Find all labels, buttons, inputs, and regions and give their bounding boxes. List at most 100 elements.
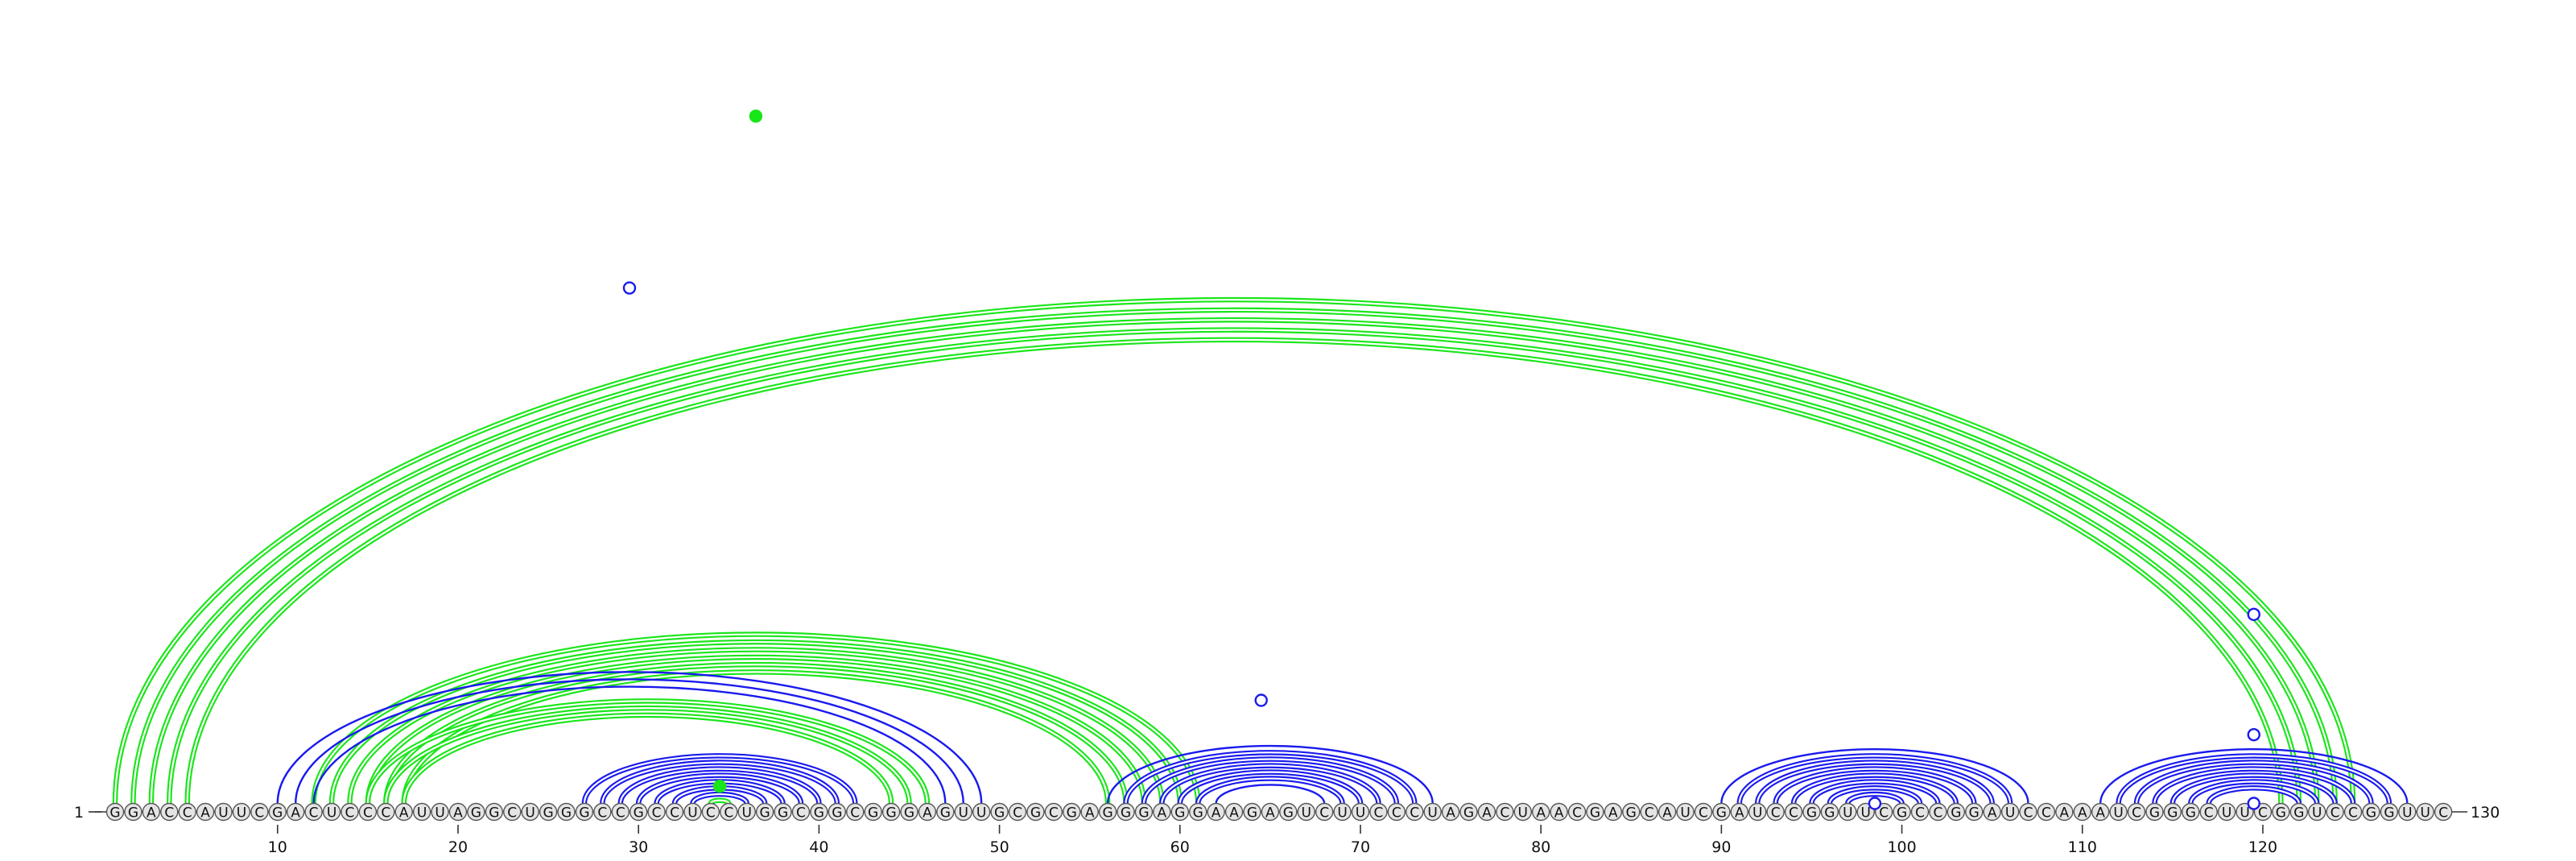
marker-7 <box>2247 797 2260 810</box>
nucleotide-circle <box>178 802 196 822</box>
nucleotide-circle <box>2199 802 2218 822</box>
arc-pair-gap-27-42 <box>583 755 857 804</box>
nucleotide-61: G <box>1188 802 1208 822</box>
nucleotide-130: C <box>2434 802 2453 822</box>
nucleotide-35: C <box>720 802 738 822</box>
nucleotide-letter: C <box>724 805 733 822</box>
nucleotide-letter: C <box>1933 805 1942 822</box>
nucleotide-circle <box>1243 802 1261 822</box>
nucleotide-109: A <box>2055 802 2074 822</box>
nucleotide-circle <box>503 802 522 822</box>
nucleotide-circle <box>412 802 431 822</box>
nucleotide-circle <box>1441 802 1460 822</box>
nucleotide-25: G <box>539 802 558 822</box>
nucleotide-letter: A <box>1212 805 1221 822</box>
nucleotide-circle <box>1657 802 1677 822</box>
nucleotide-circle <box>954 802 972 822</box>
arc-pair-gap-115-124 <box>2171 774 2336 804</box>
nucleotide-87: A <box>1657 802 1677 822</box>
arc-pair-gap-13-60 <box>330 641 1181 804</box>
nucleotide-113: C <box>2127 802 2146 822</box>
nucleotide-27: G <box>575 802 594 822</box>
nucleotide-77: A <box>1477 802 1496 822</box>
arc-pair-gap-28-41 <box>601 761 838 804</box>
nucleotide-circle <box>557 802 576 822</box>
nucleotide-letter: C <box>706 805 716 822</box>
nucleotide-circle <box>1730 802 1749 822</box>
nucleotide-letter: G <box>1951 805 1961 822</box>
nucleotide-80: A <box>1531 802 1550 822</box>
arc-pair-gap-92-105 <box>1757 761 1993 804</box>
nucleotide-letter: A <box>1265 805 1275 822</box>
nucleotide-circle <box>2362 802 2380 822</box>
nucleotide-letter: G <box>1103 805 1113 822</box>
nucleotide-letter: U <box>1680 805 1690 822</box>
arc-pair-4-122 <box>167 327 2302 804</box>
nucleotide-46: A <box>918 802 937 822</box>
tick-label-80: 80 <box>1531 838 1550 856</box>
nucleotide-118: U <box>2217 802 2236 822</box>
nucleotide-letter: G <box>1626 805 1637 822</box>
nucleotide-circle <box>124 802 142 822</box>
nucleotide-circle <box>2398 802 2417 822</box>
nucleotide-circle <box>1098 802 1117 822</box>
nucleotide-circle <box>485 802 504 822</box>
nucleotide-letter: G <box>940 805 951 822</box>
nucleotide-circle <box>2289 802 2309 822</box>
nucleotide-letter: G <box>1138 805 1149 822</box>
nucleotide-letter: U <box>1301 805 1311 822</box>
nucleotide-47: G <box>936 802 955 822</box>
nucleotide-22: G <box>485 802 504 822</box>
nucleotide-14: C <box>341 802 359 822</box>
nucleotide-circle <box>268 802 287 822</box>
nucleotide-circle <box>936 802 955 822</box>
nucleotide-circle <box>1965 802 1984 822</box>
nucleotide-103: G <box>1946 802 1966 822</box>
nucleotide-59: A <box>1153 802 1171 822</box>
nucleotide-letter: G <box>1030 805 1041 822</box>
nucleotide-circle <box>448 802 468 822</box>
nucleotide-31: C <box>647 802 666 822</box>
nucleotide-circle <box>737 802 756 822</box>
nucleotide-circle <box>846 802 865 822</box>
nucleotide-112: U <box>2109 802 2128 822</box>
nucleotide-circle <box>1207 802 1225 822</box>
nucleotide-63: A <box>1224 802 1244 822</box>
marker-4 <box>1868 797 1882 810</box>
nucleotide-20: A <box>448 802 468 822</box>
nucleotide-letter: G <box>760 805 770 822</box>
nucleotide-102: C <box>1929 802 1947 822</box>
arc-pair-gap-95-102 <box>1810 780 1939 804</box>
nucleotide-letter: U <box>1337 805 1347 822</box>
nucleotide-letter: C <box>507 805 517 822</box>
nucleotide-letter: U <box>1518 805 1528 822</box>
tick-label-10: 10 <box>268 838 287 856</box>
nucleotide-circle <box>2416 802 2434 822</box>
nucleotide-circle <box>918 802 937 822</box>
nucleotide-circle <box>1929 802 1947 822</box>
nucleotide-58: G <box>1134 802 1154 822</box>
arc-pair-10-49 <box>276 671 983 804</box>
nucleotide-letter: C <box>1572 805 1582 822</box>
nucleotide-letter: C <box>597 805 607 822</box>
nucleotide-circle <box>2217 802 2236 822</box>
nucleotide-letter: G <box>994 805 1005 822</box>
nucleotide-circle <box>2163 802 2182 822</box>
nucleotide-circle <box>142 802 161 822</box>
nucleotide-circle <box>1224 802 1244 822</box>
nucleotide-circle <box>990 802 1009 822</box>
nucleotide-88: U <box>1676 802 1695 822</box>
nucleotide-circle <box>1297 802 1315 822</box>
nucleotide-73: C <box>1406 802 1424 822</box>
nucleotide-116: G <box>2182 802 2200 822</box>
nucleotide-letter: G <box>1283 805 1294 822</box>
nucleotide-19: U <box>431 802 449 822</box>
nucleotide-circle <box>1063 802 1081 822</box>
arc-pair-gap-96-101 <box>1828 787 1922 804</box>
arc-pair-gap-16-45 <box>385 707 910 804</box>
nucleotide-circle <box>394 802 413 822</box>
nucleotide-letter: G <box>471 805 481 822</box>
arc-pair-gap-17-44 <box>402 714 893 804</box>
